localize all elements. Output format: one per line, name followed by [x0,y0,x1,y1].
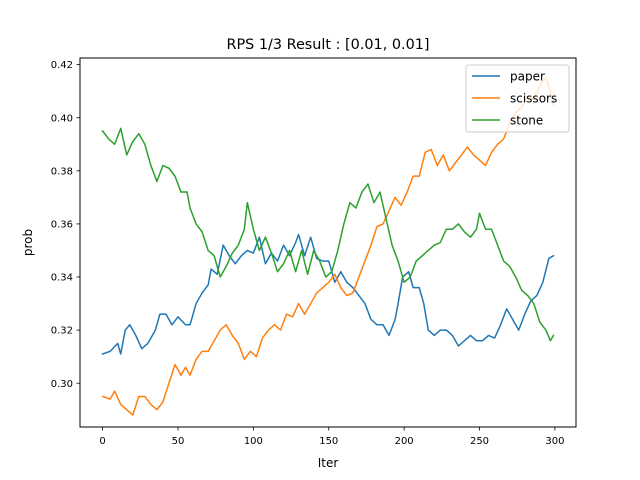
series-lines [101,77,555,416]
legend-label-paper: paper [510,70,545,84]
legend-label-stone: stone [510,114,543,128]
series-line-paper [101,233,555,355]
y-tick-label: 0.34 [51,273,73,284]
x-tick-label: 150 [319,436,338,447]
x-axis: 0 50 100 150 200 250 300 [99,427,564,447]
legend-box [465,64,570,133]
x-tick-label: 300 [545,436,564,447]
y-tick-label: 0.30 [51,379,73,390]
legend-label-scissors: scissors [510,92,557,106]
x-tick-label: 250 [470,436,489,447]
series-line-stone [101,127,555,342]
y-tick-label: 0.36 [51,220,73,231]
legend: paper scissors stone [465,64,570,133]
y-tick-label: 0.42 [51,60,73,71]
x-tick-label: 200 [395,436,414,447]
plot-frame [79,57,577,428]
y-tick-label: 0.32 [51,326,73,337]
y-axis-label: prob [21,229,35,256]
x-axis-label: Iter [318,456,339,470]
y-tick-label: 0.40 [51,113,73,124]
x-tick-label: 0 [99,436,105,447]
x-tick-label: 100 [244,436,263,447]
chart-title: RPS 1/3 Result : [0.01, 0.01] [226,37,429,53]
series-line-scissors [101,77,555,416]
y-axis: 0.30 0.32 0.34 0.36 0.38 0.40 0.42 [51,60,80,390]
y-tick-label: 0.38 [51,166,73,177]
x-tick-label: 50 [172,436,185,447]
